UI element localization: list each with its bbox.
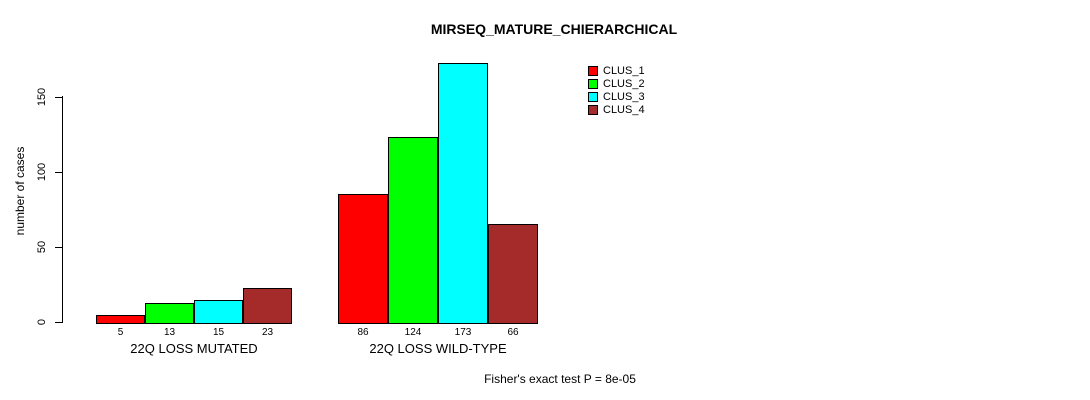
- legend-swatch-icon: [588, 104, 598, 115]
- legend-item-clus_4: CLUS_4: [588, 103, 645, 116]
- legend-item-clus_3: CLUS_3: [588, 91, 645, 104]
- legend: CLUS_1 CLUS_2 CLUS_3 CLUS_4: [588, 65, 645, 116]
- bar-clus_2-2: [388, 137, 438, 324]
- legend-label: CLUS_3: [603, 90, 645, 103]
- y-tick-label: 0: [36, 318, 48, 326]
- legend-swatch-icon: [588, 79, 598, 90]
- legend-label: CLUS_4: [603, 103, 645, 116]
- bar-value-label: 5: [117, 327, 124, 338]
- legend-label: CLUS_2: [603, 78, 645, 91]
- legend-swatch-icon: [588, 91, 598, 102]
- legend-item-clus_1: CLUS_1: [588, 65, 645, 78]
- bar-clus_1-2: [338, 194, 388, 324]
- category-label: 22Q LOSS WILD-TYPE: [369, 341, 507, 356]
- bar-value-label: 23: [261, 327, 274, 338]
- y-axis-label: number of cases: [13, 146, 27, 236]
- annotation-text: Fisher's exact test P = 8e-05: [484, 372, 636, 386]
- y-tick-mark: [55, 172, 62, 173]
- y-axis-line: [62, 96, 63, 323]
- legend-item-clus_2: CLUS_2: [588, 78, 645, 91]
- bar-clus_2-1: [145, 303, 194, 324]
- bar-value-label: 13: [163, 327, 176, 338]
- bar-clus_3-2: [438, 63, 488, 324]
- y-tick-label: 100: [36, 162, 48, 182]
- bar-value-label: 15: [212, 327, 225, 338]
- chart-title: MIRSEQ_MATURE_CHIERARCHICAL: [430, 21, 678, 37]
- bar-clus_1-1: [96, 315, 145, 324]
- y-tick-mark: [55, 322, 62, 323]
- bar-clus_4-1: [243, 288, 292, 324]
- bar-value-label: 124: [404, 327, 422, 338]
- bar-value-label: 66: [507, 327, 519, 338]
- bar-value-label: 86: [357, 327, 369, 338]
- y-tick-mark: [55, 247, 62, 248]
- bar-value-label: 173: [454, 327, 472, 338]
- bar-clus_3-1: [194, 300, 243, 324]
- legend-swatch-icon: [588, 66, 598, 77]
- y-tick-label: 50: [36, 240, 48, 254]
- y-tick-mark: [55, 97, 62, 98]
- bar-clus_4-2: [488, 224, 538, 324]
- legend-label: CLUS_1: [603, 65, 645, 78]
- y-tick-label: 150: [36, 87, 48, 107]
- category-label: 22Q LOSS MUTATED: [130, 341, 258, 356]
